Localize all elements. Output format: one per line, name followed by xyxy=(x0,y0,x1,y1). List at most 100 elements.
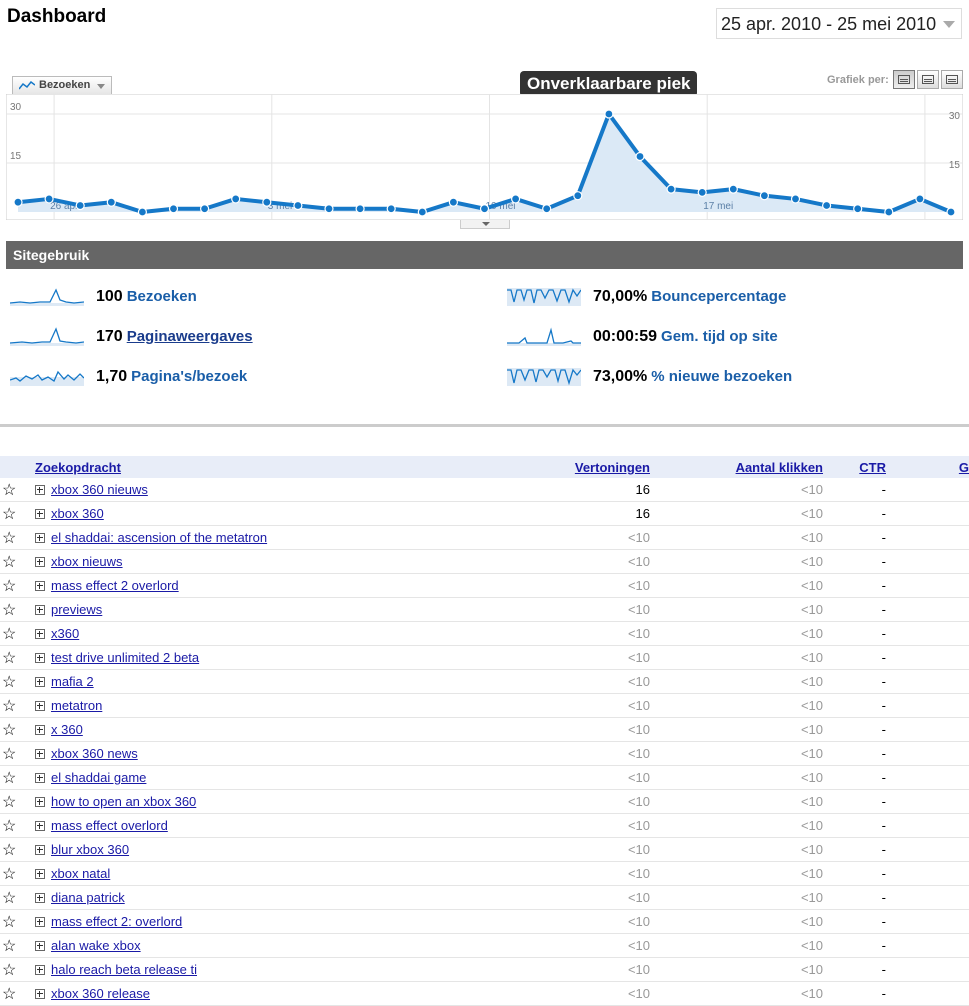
expand-icon[interactable] xyxy=(35,893,45,903)
star-icon[interactable]: ☆ xyxy=(0,837,30,862)
expand-icon[interactable] xyxy=(35,941,45,951)
expand-icon[interactable] xyxy=(35,557,45,567)
sort-impressions-link[interactable]: Vertoningen xyxy=(574,459,650,475)
data-point[interactable] xyxy=(759,191,770,201)
expand-icon[interactable] xyxy=(35,797,45,807)
data-point[interactable] xyxy=(884,207,894,217)
data-point[interactable] xyxy=(573,191,583,201)
data-point[interactable] xyxy=(13,197,23,207)
star-icon[interactable]: ☆ xyxy=(0,813,30,838)
star-icon[interactable]: ☆ xyxy=(0,789,30,814)
keyword-link[interactable]: mafia 2 xyxy=(51,674,94,689)
keyword-link[interactable]: blur xbox 360 xyxy=(51,842,130,857)
star-icon[interactable]: ☆ xyxy=(0,478,30,502)
star-icon[interactable]: ☆ xyxy=(0,885,30,910)
keyword-link[interactable]: x 360 xyxy=(51,722,83,737)
data-point[interactable] xyxy=(44,194,54,204)
star-icon[interactable]: ☆ xyxy=(0,981,30,1006)
keyword-link[interactable]: how to open an xbox 360 xyxy=(51,794,197,809)
expand-icon[interactable] xyxy=(35,773,45,783)
keyword-link[interactable]: x360 xyxy=(51,626,80,641)
data-point[interactable] xyxy=(728,184,738,194)
data-point[interactable] xyxy=(75,200,85,211)
header-impressions[interactable]: Vertoningen xyxy=(505,456,650,478)
data-point[interactable] xyxy=(853,204,863,214)
header-clicks[interactable]: Aantal klikken xyxy=(650,456,823,478)
keyword-link[interactable]: xbox nieuws xyxy=(51,554,123,569)
keyword-link[interactable]: mass effect 2 overlord xyxy=(51,578,179,593)
data-point[interactable] xyxy=(604,109,614,119)
keyword-link[interactable]: xbox 360 release xyxy=(51,986,151,1001)
data-point[interactable] xyxy=(946,207,956,217)
expand-icon[interactable] xyxy=(35,917,45,927)
data-point[interactable] xyxy=(479,204,490,214)
data-point[interactable] xyxy=(137,207,147,217)
expand-icon[interactable] xyxy=(35,677,45,687)
expand-icon[interactable] xyxy=(35,989,45,999)
star-icon[interactable]: ☆ xyxy=(0,525,30,550)
data-point[interactable] xyxy=(293,200,303,211)
sort-ctr-link[interactable]: CTR xyxy=(859,459,886,475)
data-point[interactable] xyxy=(542,204,552,214)
sort-clicks-link[interactable]: Aantal klikken xyxy=(735,459,823,475)
keyword-link[interactable]: xbox 360 xyxy=(51,506,104,521)
expand-icon[interactable] xyxy=(35,629,45,639)
keyword-link[interactable]: mass effect 2: overlord xyxy=(51,914,183,929)
sort-extra-link[interactable]: G xyxy=(958,459,969,475)
expand-icon[interactable] xyxy=(35,845,45,855)
metric-pageviews-link[interactable]: Paginaweergaves xyxy=(126,328,253,345)
star-icon[interactable]: ☆ xyxy=(0,645,30,670)
star-icon[interactable]: ☆ xyxy=(0,669,30,694)
expand-icon[interactable] xyxy=(35,821,45,831)
graph-day-button[interactable] xyxy=(893,70,915,89)
chart-collapse-toggle[interactable] xyxy=(460,220,510,229)
header-keyword[interactable]: Zoekopdracht xyxy=(30,456,505,478)
keyword-link[interactable]: metatron xyxy=(51,698,103,713)
data-point[interactable] xyxy=(511,194,521,204)
data-point[interactable] xyxy=(355,204,365,214)
expand-icon[interactable] xyxy=(35,605,45,615)
star-icon[interactable]: ☆ xyxy=(0,957,30,982)
expand-icon[interactable] xyxy=(35,509,45,519)
star-icon[interactable]: ☆ xyxy=(0,501,30,526)
data-point[interactable] xyxy=(386,204,396,214)
keyword-link[interactable]: el shaddai game xyxy=(51,770,147,785)
keyword-link[interactable]: xbox natal xyxy=(51,866,111,881)
star-icon[interactable]: ☆ xyxy=(0,861,30,886)
keyword-link[interactable]: halo reach beta release ti xyxy=(51,962,197,977)
keyword-link[interactable]: alan wake xbox xyxy=(51,938,141,953)
expand-icon[interactable] xyxy=(35,485,45,495)
star-icon[interactable]: ☆ xyxy=(0,693,30,718)
star-icon[interactable]: ☆ xyxy=(0,909,30,934)
star-icon[interactable]: ☆ xyxy=(0,621,30,646)
visits-chart[interactable]: 30 30 15 15 26 apr. 3 mei 10 mei 17 mei xyxy=(6,94,963,220)
expand-icon[interactable] xyxy=(35,725,45,735)
expand-icon[interactable] xyxy=(35,533,45,543)
header-extra[interactable]: G xyxy=(886,456,969,478)
data-point[interactable] xyxy=(915,194,925,204)
data-point[interactable] xyxy=(635,151,645,162)
data-point[interactable] xyxy=(666,184,676,194)
metric-selector[interactable]: Bezoeken xyxy=(12,76,112,94)
data-point[interactable] xyxy=(168,204,179,214)
star-icon[interactable]: ☆ xyxy=(0,741,30,766)
star-icon[interactable]: ☆ xyxy=(0,765,30,790)
data-point[interactable] xyxy=(417,207,427,217)
keyword-link[interactable]: xbox 360 news xyxy=(51,746,138,761)
star-icon[interactable]: ☆ xyxy=(0,549,30,574)
graph-week-button[interactable] xyxy=(917,70,939,89)
expand-icon[interactable] xyxy=(35,749,45,759)
keyword-link[interactable]: mass effect overlord xyxy=(51,818,168,833)
keyword-link[interactable]: el shaddai: ascension of the metatron xyxy=(51,530,268,545)
data-point[interactable] xyxy=(821,200,832,211)
expand-icon[interactable] xyxy=(35,581,45,591)
expand-icon[interactable] xyxy=(35,701,45,711)
expand-icon[interactable] xyxy=(35,869,45,879)
keyword-link[interactable]: previews xyxy=(51,602,103,617)
expand-icon[interactable] xyxy=(35,653,45,663)
graph-month-button[interactable] xyxy=(941,70,963,89)
data-point[interactable] xyxy=(448,197,458,207)
header-ctr[interactable]: CTR xyxy=(823,456,886,478)
star-icon[interactable]: ☆ xyxy=(0,717,30,742)
data-point[interactable] xyxy=(231,194,241,204)
